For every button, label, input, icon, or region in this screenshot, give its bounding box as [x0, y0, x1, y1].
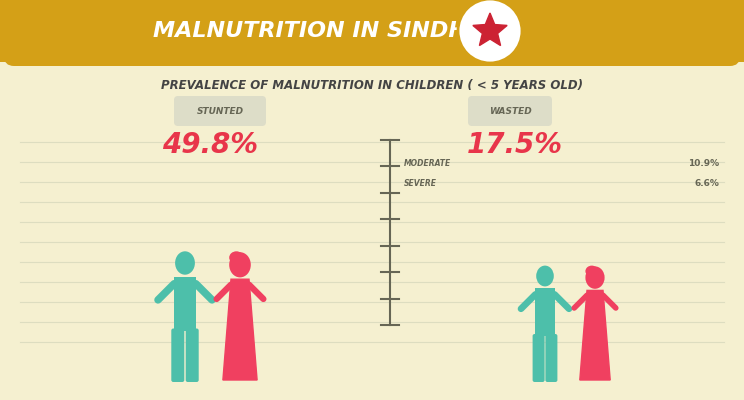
Text: 17.5%: 17.5% [467, 131, 563, 159]
FancyBboxPatch shape [174, 96, 266, 126]
FancyBboxPatch shape [186, 328, 199, 382]
Bar [0, 0, 744, 62]
Text: STUNTED: STUNTED [196, 106, 243, 116]
Bar [174, 276, 196, 330]
Ellipse shape [229, 251, 243, 264]
Polygon shape [473, 13, 507, 46]
Ellipse shape [175, 251, 195, 275]
Text: 6.6%: 6.6% [694, 178, 719, 188]
Text: 49.8%: 49.8% [162, 131, 258, 159]
Bar [536, 288, 554, 336]
Text: MALNUTRITION IN SINDH: MALNUTRITION IN SINDH [153, 21, 467, 41]
Text: SEVERE: SEVERE [404, 178, 437, 188]
FancyBboxPatch shape [171, 328, 185, 382]
Ellipse shape [536, 266, 554, 286]
FancyBboxPatch shape [4, 0, 740, 66]
FancyBboxPatch shape [545, 334, 557, 382]
Ellipse shape [586, 266, 605, 289]
FancyBboxPatch shape [468, 96, 552, 126]
Text: PREVALENCE OF MALNUTRITION IN CHILDREN ( < 5 YEARS OLD): PREVALENCE OF MALNUTRITION IN CHILDREN (… [161, 78, 583, 92]
Ellipse shape [229, 252, 251, 278]
Text: MODERATE: MODERATE [404, 158, 452, 168]
Text: 10.9%: 10.9% [688, 158, 719, 168]
Circle shape [458, 0, 522, 63]
Text: WASTED: WASTED [489, 106, 531, 116]
Ellipse shape [586, 266, 598, 277]
Polygon shape [223, 279, 257, 380]
Polygon shape [580, 290, 610, 380]
FancyBboxPatch shape [533, 334, 545, 382]
